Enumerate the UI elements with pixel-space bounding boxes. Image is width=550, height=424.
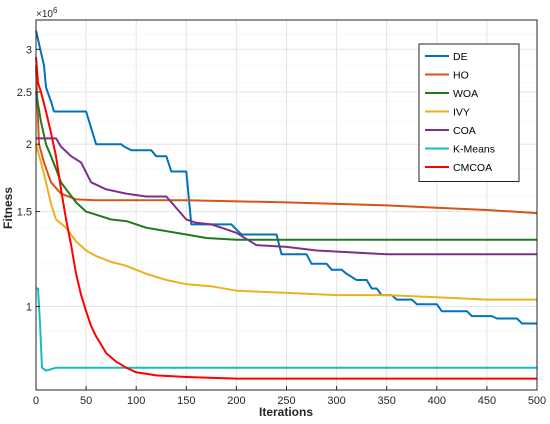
x-tick-label: 350 xyxy=(378,395,396,407)
legend-label: K-Means xyxy=(453,144,495,156)
x-tick-label: 100 xyxy=(127,395,145,407)
series-line-coa xyxy=(36,137,537,256)
legend-label: COA xyxy=(453,125,476,137)
legend: DE HO WOA IVY COA K-Means CMCOA xyxy=(418,43,520,182)
legend-label: DE xyxy=(453,51,468,63)
legend-label: WOA xyxy=(453,88,478,100)
y-tick-label: 1 xyxy=(26,301,32,313)
y-tick-label: 2.5 xyxy=(17,87,32,99)
x-tick-label: 150 xyxy=(177,395,195,407)
y-tick-label: 1.5 xyxy=(17,207,32,219)
x-tick-label: 450 xyxy=(478,395,496,407)
series-line-cmcoa xyxy=(35,57,537,380)
y-tick-label: 3 xyxy=(26,44,32,56)
legend-label: HO xyxy=(453,70,469,82)
series-line-k-means xyxy=(36,287,537,372)
x-axis-label: Iterations xyxy=(259,405,313,419)
y-exponent-label: ×106 xyxy=(36,6,58,20)
series-line-ivy xyxy=(35,143,537,301)
legend-box xyxy=(418,43,520,182)
x-tick-label: 50 xyxy=(80,395,92,407)
y-axis: 1 1.5 2 2.5 3 xyxy=(17,44,40,313)
x-tick-label: 300 xyxy=(327,395,345,407)
x-axis: 0 50 100 150 200 250 300 350 400 450 500 xyxy=(33,386,546,407)
series-line-woa xyxy=(35,91,537,241)
x-tick-label: 200 xyxy=(227,395,245,407)
x-tick-label: 0 xyxy=(33,395,39,407)
series-line-ho xyxy=(35,65,538,215)
series-lines xyxy=(35,30,538,380)
y-axis-label: Fitness xyxy=(1,187,15,229)
legend-label: CMCOA xyxy=(453,162,492,174)
x-tick-label: 500 xyxy=(528,395,546,407)
x-tick-label: 400 xyxy=(428,395,446,407)
y-tick-label: 2 xyxy=(26,139,32,151)
x-tick-label: 250 xyxy=(277,395,295,407)
series-line-de xyxy=(35,30,537,325)
legend-label: IVY xyxy=(453,107,470,119)
